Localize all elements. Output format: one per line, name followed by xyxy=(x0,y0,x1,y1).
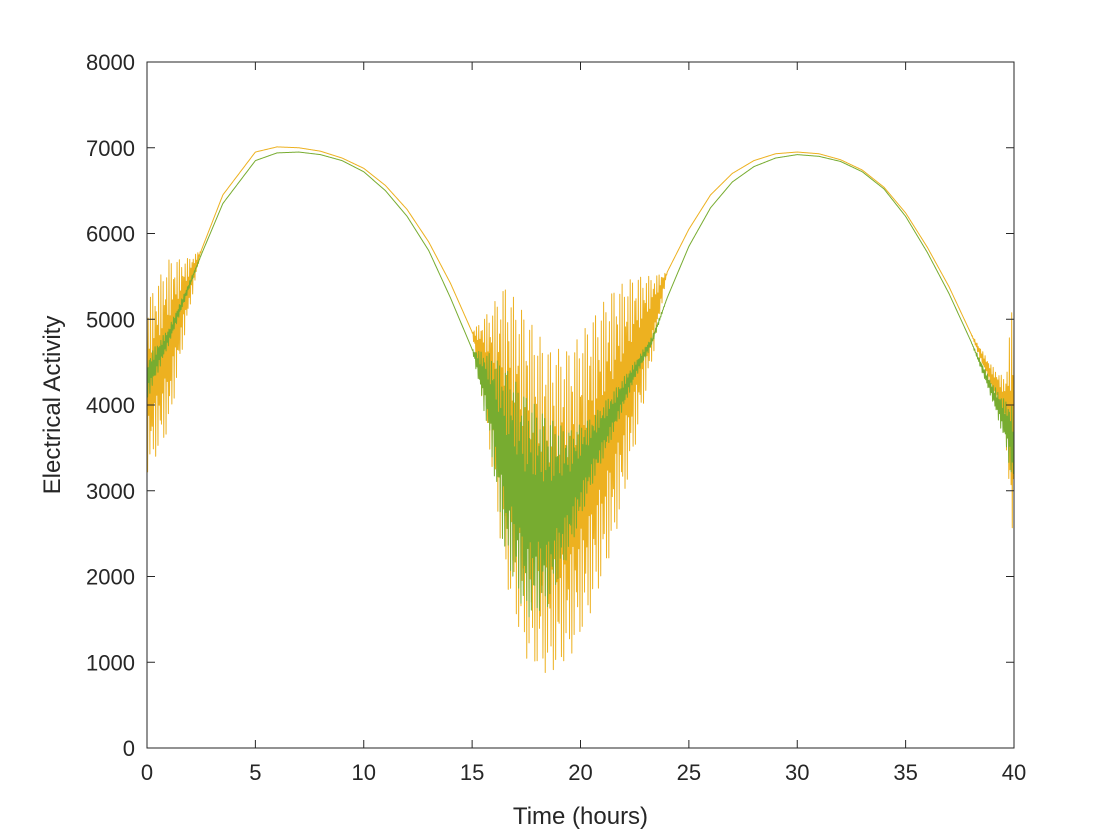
y-tick-label: 3000 xyxy=(86,479,135,504)
tick-layer: 0 5 10 15 20 25 30 35 40 0 1000 2000 3000 4000 5000 600… xyxy=(86,50,1026,785)
y-tick-label: 6000 xyxy=(86,222,135,247)
y-axis-label: Electrical Activity xyxy=(39,316,66,495)
x-tick-label: 5 xyxy=(249,760,261,785)
y-tick-label: 2000 xyxy=(86,565,135,590)
x-tick-label: 15 xyxy=(460,760,484,785)
y-tick-label: 5000 xyxy=(86,307,135,332)
y-tick-label: 0 xyxy=(123,736,135,761)
series-line-1 xyxy=(146,146,1015,674)
y-tick-label: 1000 xyxy=(86,650,135,675)
x-tick-label: 30 xyxy=(785,760,809,785)
x-tick-label: 20 xyxy=(568,760,592,785)
x-tick-label: 0 xyxy=(141,760,153,785)
y-tick-label: 8000 xyxy=(86,50,135,75)
series-line-2 xyxy=(146,151,1015,618)
x-tick-label: 40 xyxy=(1002,760,1026,785)
y-tick-label: 7000 xyxy=(86,136,135,161)
x-tick-label: 10 xyxy=(352,760,376,785)
x-axis-label: Time (hours) xyxy=(513,803,648,830)
x-tick-label: 35 xyxy=(893,760,917,785)
y-tick-label: 4000 xyxy=(86,393,135,418)
x-tick-label: 25 xyxy=(677,760,701,785)
